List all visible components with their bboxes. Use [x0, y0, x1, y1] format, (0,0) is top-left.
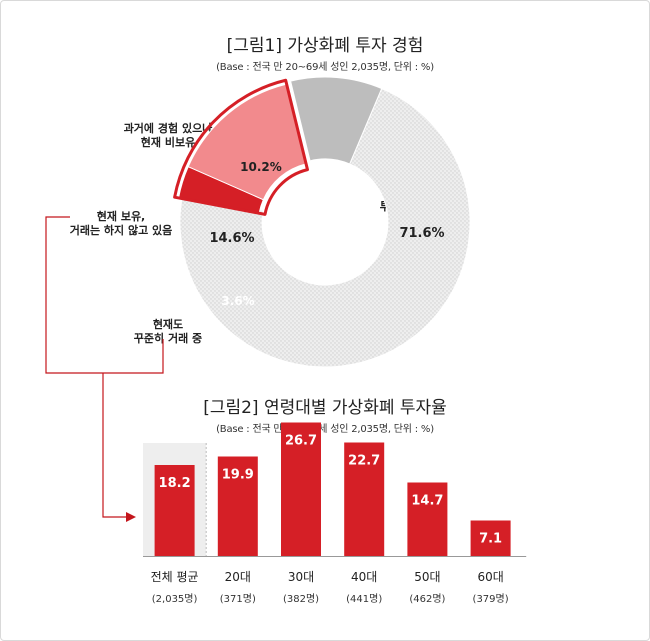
- donut-chart: 71.6% 3.6% 14.6% 10.2%: [45, 76, 471, 522]
- bar-value-label-5: 7.1: [479, 532, 502, 547]
- slice-label-trading: 현재도 꾸준히 거래 중: [118, 318, 218, 346]
- arrow-head-icon: [126, 512, 136, 522]
- bar-5: [470, 520, 511, 556]
- slice-label-holding: 현재 보유, 거래는 하지 않고 있음: [56, 210, 186, 238]
- slice-label-past-line1: 과거에 경험 있으나: [123, 122, 213, 135]
- slice-value-trading: 3.6%: [221, 294, 254, 308]
- bar-value-label-2: 26.7: [285, 434, 317, 449]
- bar-title: [그림2] 연령대별 가상화폐 투자율: [203, 398, 447, 418]
- slice-label-past: 과거에 경험 있으나 현재 비보유: [108, 122, 228, 150]
- donut-title: [그림1] 가상화폐 투자 경험: [226, 36, 424, 56]
- bar-category-label-1: 20대: [225, 570, 251, 584]
- bar-count-label-0: (2,035명): [152, 593, 198, 605]
- slice-label-trading-line1: 현재도: [152, 318, 184, 331]
- slice-holding: [187, 83, 307, 201]
- slice-label-holding-line1: 현재 보유,: [96, 210, 146, 223]
- bar-value-label-1: 19.9: [222, 468, 254, 483]
- bar-2: [281, 422, 321, 556]
- bar-count-label-1: (371명): [220, 593, 256, 605]
- slice-value-past: 10.2%: [240, 160, 282, 174]
- slice-past: [290, 76, 383, 165]
- bar-category-label-4: 50대: [414, 570, 440, 584]
- donut-subtitle: (Base : 전국 만 20~69세 성인 2,035명, 단위 : %): [216, 62, 434, 73]
- bar-category-label-5: 60대: [477, 570, 503, 584]
- bar-count-label-3: (441명): [346, 593, 382, 605]
- bar-1: [217, 456, 258, 556]
- slice-label-trading-line2: 꾸준히 거래 중: [133, 332, 203, 345]
- slice-label-holding-line2: 거래는 하지 않고 있음: [69, 224, 173, 237]
- bar-count-label-2: (382명): [283, 593, 319, 605]
- holding-highlight-outline: [173, 78, 309, 216]
- bar-count-label-5: (379명): [473, 593, 509, 605]
- bar-subtitle: (Base : 전국 만 20~69세 성인 2,035명, 단위 : %): [216, 424, 434, 435]
- bar-chart: 18.2 전체 평균 (2,035명) 19.9 20대 (371명) 26.7 30대 (38…: [143, 422, 527, 605]
- slice-never: [179, 87, 471, 368]
- bar-category-label-3: 40대: [351, 570, 377, 584]
- bar-value-label-0: 18.2: [159, 476, 191, 491]
- connector-line: [45, 216, 164, 374]
- bar-category-label-0: 전체 평균: [151, 570, 199, 584]
- bar-value-label-3: 22.7: [348, 454, 380, 469]
- slice-label-past-line2: 현재 비보유: [140, 136, 196, 149]
- bar-0: [154, 465, 195, 556]
- bar-category-label-2: 30대: [288, 570, 314, 584]
- slice-value-never: 71.6%: [399, 226, 444, 241]
- bar-3: [344, 442, 385, 556]
- connector-line-to-bar: [102, 373, 126, 518]
- bar-count-label-4: (462명): [409, 593, 445, 605]
- slice-value-holding: 14.6%: [209, 231, 254, 246]
- bar-4: [407, 482, 448, 556]
- bar-value-label-4: 14.7: [411, 494, 443, 509]
